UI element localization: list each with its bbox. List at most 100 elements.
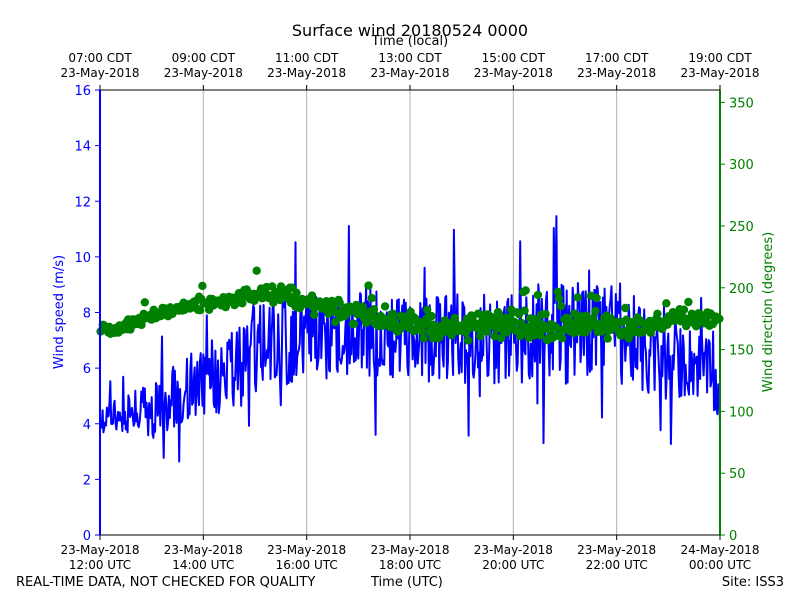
- wind-direction-point: [252, 266, 261, 275]
- top-tick-local-time: 09:00 CDT: [172, 51, 236, 65]
- quality-disclaimer: REAL-TIME DATA, NOT CHECKED FOR QUALITY: [16, 575, 316, 590]
- left-y-axis-ticks: 0 2 4 6 8 10 12 14 16: [74, 84, 100, 544]
- top-tick-local-date: 23-May-2018: [577, 66, 656, 80]
- right-tick-label: 100: [729, 405, 754, 420]
- wind-direction-point: [510, 317, 519, 327]
- left-tick-label: 10: [74, 251, 91, 266]
- left-tick-label: 8: [83, 307, 91, 322]
- top-tick-local-time: 17:00 CDT: [585, 51, 649, 65]
- wind-direction-point: [533, 290, 543, 300]
- top-tick-local-time: 15:00 CDT: [482, 51, 546, 65]
- bottom-tick-utc: 12:00 UTC: [69, 558, 131, 572]
- wind-direction-point: [364, 281, 373, 290]
- wind-direction-point: [307, 291, 317, 300]
- wind-direction-point: [556, 301, 566, 311]
- wind-direction-point: [573, 293, 582, 302]
- left-tick-label: 6: [83, 362, 91, 377]
- right-tick-label: 350: [729, 96, 754, 111]
- wind-direction-point: [591, 306, 600, 316]
- wind-direction-point: [653, 309, 662, 318]
- left-tick-label: 16: [74, 84, 91, 99]
- wind-direction-point: [482, 327, 492, 336]
- left-tick-label: 4: [83, 418, 91, 433]
- right-tick-label: 50: [729, 467, 746, 482]
- wind-direction-series: [96, 266, 724, 345]
- left-y-axis-label: Wind speed (m/s): [52, 255, 67, 369]
- chart-title: Surface wind 20180524 0000: [291, 21, 529, 40]
- wind-direction-point: [196, 306, 205, 315]
- wind-direction-point: [292, 288, 301, 297]
- left-tick-label: 0: [83, 529, 91, 544]
- bottom-tick-utc: 22:00 UTC: [586, 558, 648, 572]
- wind-direction-point: [367, 293, 376, 303]
- wind-direction-point: [521, 286, 530, 295]
- top-axis-title: Time (local): [371, 34, 449, 49]
- wind-direction-point: [497, 334, 506, 343]
- bottom-axis-title: Time (UTC): [371, 575, 443, 590]
- wind-direction-point: [419, 334, 428, 343]
- wind-direction-point: [349, 319, 359, 328]
- top-tick-local-date: 23-May-2018: [680, 66, 759, 80]
- top-tick-local-date: 23-May-2018: [370, 66, 449, 80]
- wind-direction-point: [198, 281, 207, 291]
- wind-direction-point: [494, 310, 504, 319]
- wind-direction-point: [358, 302, 368, 311]
- left-tick-label: 2: [83, 473, 91, 488]
- right-y-axis-ticks: 0 50 100 150 200 250 300 350: [720, 96, 754, 544]
- wind-direction-point: [516, 331, 525, 341]
- right-tick-label: 0: [729, 529, 737, 544]
- wind-direction-point: [388, 309, 397, 318]
- right-tick-label: 300: [729, 158, 754, 173]
- bottom-tick-utc: 20:00 UTC: [482, 558, 544, 572]
- wind-direction-point: [450, 313, 459, 323]
- wind-direction-point: [476, 332, 485, 341]
- bottom-tick-date: 23-May-2018: [577, 543, 656, 557]
- top-tick-local-time: 11:00 CDT: [275, 51, 339, 65]
- wind-direction-point: [603, 334, 612, 343]
- wind-direction-point: [268, 282, 277, 291]
- wind-direction-point: [520, 306, 529, 315]
- bottom-tick-date: 23-May-2018: [267, 543, 346, 557]
- wind-direction-point: [490, 332, 499, 341]
- left-tick-label: 12: [74, 195, 91, 210]
- bottom-tick-date: 24-May-2018: [680, 543, 759, 557]
- wind-direction-point: [554, 294, 564, 303]
- wind-direction-point: [558, 334, 567, 343]
- wind-direction-point: [369, 305, 379, 314]
- wind-direction-point: [463, 336, 473, 345]
- wind-direction-point: [310, 310, 319, 319]
- wind-direction-point: [621, 303, 630, 313]
- bottom-tick-utc: 14:00 UTC: [172, 558, 234, 572]
- wind-direction-point: [535, 331, 545, 340]
- bottom-tick-date: 23-May-2018: [164, 543, 243, 557]
- top-tick-local-date: 23-May-2018: [60, 66, 139, 80]
- wind-direction-point: [589, 314, 598, 323]
- wind-direction-point: [679, 305, 689, 314]
- wind-direction-point: [492, 324, 502, 333]
- top-tick-local-time: 13:00 CDT: [378, 51, 442, 65]
- bottom-tick-utc: 16:00 UTC: [276, 558, 338, 572]
- wind-direction-point: [684, 297, 693, 307]
- site-label: Site: ISS3: [721, 575, 784, 590]
- bottom-tick-utc: 00:00 UTC: [689, 558, 751, 572]
- wind-direction-point: [380, 302, 390, 311]
- wind-direction-point: [662, 299, 671, 308]
- top-tick-local-date: 23-May-2018: [164, 66, 243, 80]
- wind-direction-point: [331, 317, 340, 327]
- left-tick-label: 14: [74, 140, 91, 155]
- wind-direction-point: [692, 322, 701, 331]
- top-tick-local-date: 23-May-2018: [267, 66, 346, 80]
- bottom-tick-utc: 18:00 UTC: [379, 558, 441, 572]
- wind-direction-point: [423, 305, 432, 314]
- top-tick-local-time: 07:00 CDT: [68, 51, 132, 65]
- wind-direction-point: [552, 323, 561, 333]
- right-tick-label: 150: [729, 344, 754, 359]
- right-tick-label: 250: [729, 220, 754, 235]
- top-tick-local-date: 23-May-2018: [474, 66, 553, 80]
- wind-direction-point: [427, 311, 436, 321]
- right-y-axis-label: Wind direction (degrees): [761, 232, 776, 392]
- wind-direction-point: [592, 293, 601, 303]
